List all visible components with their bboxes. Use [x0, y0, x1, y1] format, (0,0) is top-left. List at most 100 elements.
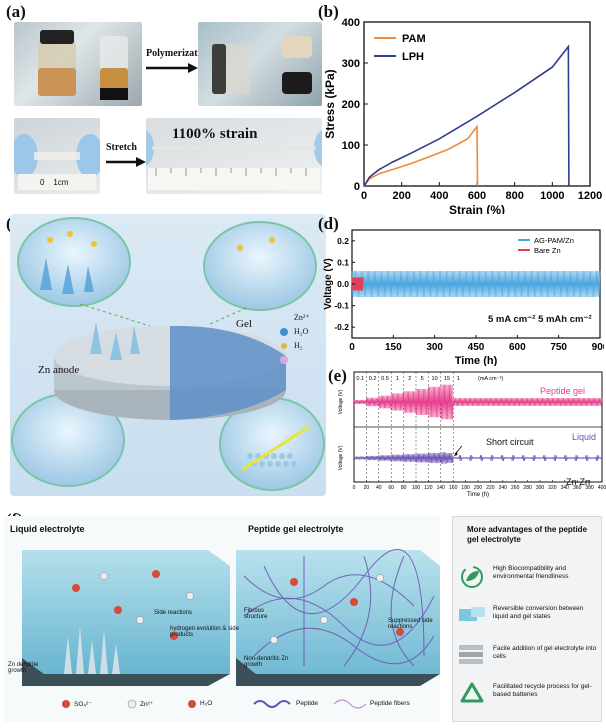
chart-e-series-peptide-gel	[353, 384, 603, 420]
chart-d-ylabel: Voltage (V)	[323, 258, 334, 309]
chart-e-step-label: 0.5	[381, 376, 389, 382]
chart-d-xtick-label: 900	[592, 342, 604, 353]
chart-e-xtick-label: 400	[598, 485, 606, 491]
chart-b-xtick-label: 600	[468, 190, 486, 202]
polymerization-label: Polymerization	[146, 48, 211, 59]
chart-b-xtick-label: 200	[392, 190, 410, 202]
rate-voltage-chart: 0.1 0.2 0.5 1 2 5 10 15 1 (mA cm⁻²) 0 20 40 60 80 100 12…	[338, 371, 606, 498]
chart-e-xtick-label: 240	[499, 485, 508, 491]
chart-e-xtick-label: 140	[437, 485, 446, 491]
zn-anode-schematic: Gel Zn anode Zn²⁺ H₂O H₂	[10, 214, 326, 496]
chart-e-xtick-label: 320	[548, 485, 557, 491]
chart-d-xtick-label: 750	[550, 342, 567, 353]
stress-strain-chart: 0 200 400 600 800 1000 12000100200300400Strain…	[323, 17, 602, 214]
chart-b-xtick-label: 1200	[578, 190, 602, 202]
chart-d-ytick-label: 0.1	[337, 257, 349, 267]
chart-e-xtick-label: 340	[561, 485, 570, 491]
liquid-note-hydrogen: hydrogen evolution & side products	[170, 626, 240, 638]
advantages-title: More advantages of the peptide gel elect…	[467, 525, 588, 544]
chart-e-step-label: 1	[457, 376, 460, 382]
panel-d-letter: (d)	[318, 214, 339, 233]
chart-e-xtick-label: 80	[401, 485, 407, 491]
gel-note-non-dendritic: Non-dendritic Zn growth	[244, 656, 289, 668]
advantage-3: Facile addition of gel electrolyte into …	[493, 645, 597, 660]
legend-so4: SO₄²⁻	[74, 701, 92, 708]
chart-e-xtick-label: 40	[376, 485, 382, 491]
chart-e-series-liquid	[353, 452, 603, 464]
chart-e-arrow-head	[453, 451, 458, 456]
chart-e-xtick-label: 160	[449, 485, 458, 491]
chart-e-xtick-label: 120	[424, 485, 433, 491]
chart-e-step-label: (mA cm⁻²)	[478, 376, 503, 382]
chart-b-ytick-label: 100	[342, 140, 360, 152]
chart-b-legend-label: PAM	[402, 33, 426, 45]
chart-d-xlabel: Time (h)	[455, 355, 498, 366]
legend-peptide: Peptide	[296, 700, 319, 707]
polymerization-arrow	[146, 63, 198, 73]
cell-label: Zn-Zn	[566, 477, 591, 487]
chart-e-step-label: 2	[408, 376, 411, 382]
chart-b-series-lph	[363, 44, 570, 187]
panel-b-letter: (b)	[318, 2, 339, 21]
liquid-note-side-reactions: Side reactions	[154, 610, 193, 616]
stretch-photo-before: 0 1cm	[14, 118, 100, 194]
chart-d-ytick-label: -0.1	[334, 301, 349, 311]
voltage-cycling-chart: 0 150 300 450 600 750 900 -0.2 -0.1 0.0 0.1 0.2 Time…	[323, 229, 604, 366]
chart-d-xtick-label: 450	[468, 342, 485, 353]
legend-zn: Zn²⁺	[294, 313, 310, 322]
chart-e-xlabel: Time (h)	[467, 492, 489, 498]
liquid-label: Liquid	[572, 432, 597, 442]
chart-d-ytick-label: -0.2	[334, 322, 349, 332]
chart-e-step-label: 0.2	[369, 376, 377, 382]
chart-e-xtick-label: 260	[511, 485, 520, 491]
legend-zn-ion: Zn²⁺	[140, 701, 154, 708]
chart-d-xtick-label: 300	[426, 342, 443, 353]
chart-b-ytick-label: 200	[342, 99, 360, 111]
chart-e-xtick-label: 100	[412, 485, 421, 491]
chart-e-ylabel-bottom: Voltage (V)	[338, 445, 344, 470]
legend-peptide-fibers: Peptide fibers	[370, 700, 410, 707]
gel-note-fibrous: Fibrous structure	[244, 608, 268, 620]
chart-e-xtick-label: 180	[461, 485, 470, 491]
legend-h2: H₂	[294, 341, 303, 350]
legend-h2o: H₂O	[294, 327, 309, 336]
peptide-gel-label: Peptide gel	[540, 386, 586, 396]
gel-conversion-icon	[459, 607, 485, 621]
chart-d-series-ag-pam	[351, 271, 601, 297]
electrolyte-comparison: Liquid electrolyte Peptide gel electroly…	[4, 516, 440, 722]
ruler-label: 0 1cm	[40, 178, 69, 187]
strain-label: 1100% strain	[172, 126, 258, 142]
chart-b-ylabel: Stress (kPa)	[323, 69, 337, 138]
vial-photo-before	[14, 22, 142, 106]
chart-e-xtick-label: 20	[364, 485, 370, 491]
short-circuit-label: Short circuit	[486, 437, 534, 447]
stretch-arrow	[106, 157, 146, 167]
chart-d-legend-label: Bare Zn	[534, 246, 561, 255]
liquid-electrolyte-title: Liquid electrolyte	[10, 524, 85, 534]
chart-b-ytick-label: 400	[342, 17, 360, 29]
advantage-4: Facilitated recycle process for gel-base…	[493, 683, 592, 698]
chart-e-xtick-label: 60	[388, 485, 394, 491]
chart-e-step-label: 15	[444, 376, 450, 382]
chart-d-ytick-label: 0.2	[337, 236, 349, 246]
chart-e-step-label: 10	[432, 376, 438, 382]
chart-d-xtick-label: 0	[349, 342, 355, 353]
chart-d-series-bare-zn	[351, 277, 364, 291]
panel-e-letter: (e)	[328, 366, 347, 385]
chart-d-xtick-label: 600	[509, 342, 526, 353]
chart-e-ylabel-top: Voltage (V)	[338, 389, 344, 414]
stretch-label: Stretch	[106, 142, 137, 153]
chart-d-xtick-label: 150	[385, 342, 402, 353]
advantage-1: High Biocompatibility and environmental …	[493, 565, 569, 580]
chart-b-xlabel: Strain (%)	[449, 203, 505, 214]
advantages-box: More advantages of the peptide gel elect…	[452, 516, 602, 722]
leaf-icon	[461, 566, 483, 588]
chart-b-ytick-label: 300	[342, 58, 360, 70]
chart-e-step-label: 5	[421, 376, 424, 382]
chart-e-xtick-label: 300	[536, 485, 545, 491]
liquid-note-dendrite: Zn dendrite growth	[8, 662, 39, 674]
gel-electrolyte-title: Peptide gel electrolyte	[248, 524, 344, 534]
chart-b-ytick-label: 0	[354, 181, 360, 193]
chart-e-step-label: 1	[396, 376, 399, 382]
chart-e-xtick-label: 0	[353, 485, 356, 491]
